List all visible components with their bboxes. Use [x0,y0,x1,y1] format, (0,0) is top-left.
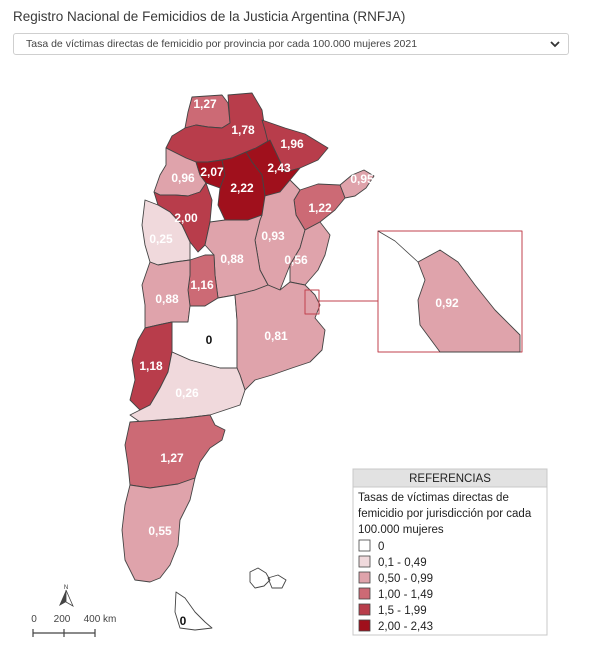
scale-bar: 0 200 400 km [31,614,116,637]
scale-tick-200: 200 [54,614,71,625]
label-santiago: 2,22 [230,181,254,195]
legend: REFERENCIAS Tasas de víctimas directas d… [352,468,548,636]
north-label: N [64,585,68,591]
province-entre-rios[interactable] [289,221,331,286]
label-chubut: 1,27 [160,451,184,465]
label-corrientes: 1,22 [308,201,332,215]
legend-item-label: 0,1 - 0,49 [378,557,427,569]
label-santa-cruz: 0,55 [148,524,172,538]
legend-item-label: 0 [378,541,384,553]
legend-item-label: 1,5 - 1,99 [378,605,427,617]
label-caba: 0,92 [435,296,459,310]
province-tierra-del-fuego[interactable] [174,591,213,631]
label-buenos-aires: 0,81 [264,329,288,343]
caba-marker [304,289,320,315]
legend-swatch [358,619,371,632]
north-arrow-icon: N [59,585,74,607]
legend-subtitle-3: 100.000 mujeres [358,524,444,536]
scale-tick-0: 0 [31,614,37,625]
scale-tick-400: 400 km [84,614,117,625]
label-cordoba: 0,88 [220,252,244,266]
chevron-down-icon[interactable] [548,37,562,51]
legend-swatch [358,539,371,552]
label-la-pampa: 0 [206,333,213,347]
label-misiones: 0,95 [350,172,374,186]
indicator-select[interactable]: Tasa de víctimas directas de femicidio p… [13,33,569,55]
legend-header: REFERENCIAS [409,473,491,485]
caba-outline [377,230,419,263]
page-title: Registro Nacional de Femicidios de la Ju… [13,9,406,24]
legend-item-label: 2,00 - 2,43 [378,621,433,633]
legend-subtitle-2: femicidio por jurisdicción por cada [358,508,532,520]
label-neuquen: 1,18 [139,359,163,373]
province-caba[interactable] [417,249,521,353]
label-mendoza: 0,88 [155,292,179,306]
label-santa-fe: 0,93 [261,229,285,243]
province-santa-cruz[interactable] [121,477,196,583]
label-san-luis: 1,16 [190,278,214,292]
province-misiones[interactable] [339,169,375,199]
legend-swatch [358,555,371,568]
label-catamarca: 0,96 [171,171,195,185]
legend-item-label: 1,00 - 1,49 [378,589,433,601]
indicator-select-value: Tasa de víctimas directas de femicidio p… [26,38,418,50]
legend-swatch [358,587,371,600]
label-rio-negro: 0,26 [175,386,199,400]
label-formosa: 1,96 [280,137,304,151]
legend-subtitle-1: Tasas de víctimas directas de [358,492,509,504]
province-labels: 1,27 1,78 1,96 0,96 2,07 2,43 2,22 0,95 … [139,97,459,628]
label-san-juan: 0,25 [149,232,173,246]
legend-item-label: 0,50 - 0,99 [378,573,433,585]
legend-swatch [358,571,371,584]
label-tierra-del-fuego: 0 [180,614,187,628]
label-salta: 1,78 [231,123,255,137]
label-entre-rios: 0,56 [284,253,308,267]
label-tucuman: 2,07 [200,165,224,179]
legend-swatch [358,603,371,616]
islas-malvinas [249,567,287,589]
province-chubut[interactable] [124,414,226,489]
label-la-rioja: 2,00 [174,211,198,225]
label-jujuy: 1,27 [193,97,217,111]
label-chaco: 2,43 [267,161,291,175]
